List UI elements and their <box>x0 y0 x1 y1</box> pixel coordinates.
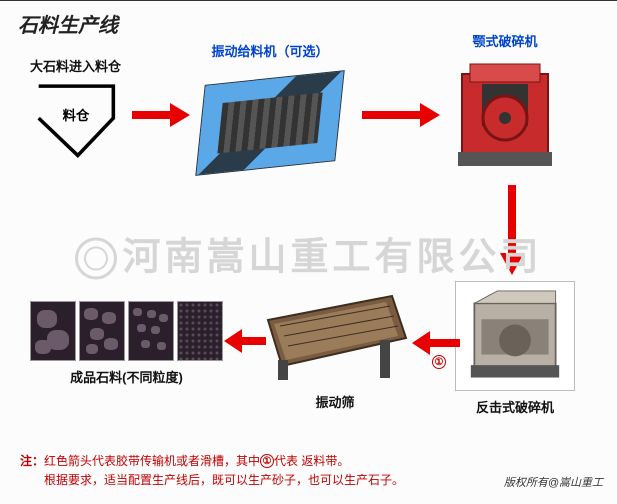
note-symbol-icon: ① <box>260 454 274 468</box>
product-sample-1 <box>30 301 76 361</box>
watermark-text: 河南嵩山重工有限公司 <box>122 236 542 278</box>
watermark: 河南嵩山重工有限公司 <box>74 225 542 280</box>
arrow-jaw-impact <box>498 181 526 275</box>
screen-label: 振动筛 <box>315 392 354 411</box>
copyright: 版权所有@嵩山重工 <box>504 474 603 490</box>
hopper-inner-text: 料仓 <box>62 107 89 123</box>
product-sample-2 <box>79 301 125 361</box>
note-line1a: 红色箭头代表胶带传输机或者滑槽，其中 <box>44 454 260 468</box>
stage-screen: 振动筛 <box>260 286 410 411</box>
stage-jaw: 颚式破碎机 <box>450 31 560 174</box>
stage-product: 成品石料(不同粒度) <box>30 301 223 386</box>
product-samples <box>30 301 223 361</box>
product-sample-3 <box>128 301 174 361</box>
footnote: 注：红色箭头代表胶带传输机或者滑槽，其中①代表 返料带。 注：根据要求，适当配置… <box>20 452 404 490</box>
impact-crusher-icon <box>455 281 575 391</box>
stage-feeder: 振动给料机（可选） <box>200 41 340 168</box>
hopper-icon: 料仓 <box>31 79 121 159</box>
watermark-logo-icon <box>74 238 116 280</box>
arrow-impact-screen <box>412 329 460 357</box>
page-title: 石料生产线 <box>18 9 118 38</box>
feeder-label: 振动给料机（可选） <box>211 41 328 60</box>
arrow-screen-product <box>224 327 266 355</box>
note-line2: 根据要求，适当配置生产线后，既可以生产砂子，也可以生产石子。 <box>44 473 404 487</box>
note-prefix: 注： <box>20 454 44 468</box>
arrow-feeder-jaw <box>358 101 440 129</box>
feeder-icon <box>195 70 344 176</box>
jaw-crusher-icon <box>450 54 560 174</box>
product-sample-4 <box>177 301 223 361</box>
stage-impact: 反击式破碎机 <box>455 281 575 416</box>
vibrating-screen-icon <box>260 286 410 386</box>
hopper-label: 大石料进入料仓 <box>30 56 121 75</box>
arrow-hopper-feeder <box>128 101 190 129</box>
jaw-label: 颚式破碎机 <box>472 31 537 50</box>
impact-label: 反击式破碎机 <box>476 397 554 416</box>
stage-hopper: 大石料进入料仓 料仓 <box>30 56 121 159</box>
product-label: 成品石料(不同粒度) <box>70 367 183 386</box>
note-line1b: 代表 返料带。 <box>274 454 349 468</box>
